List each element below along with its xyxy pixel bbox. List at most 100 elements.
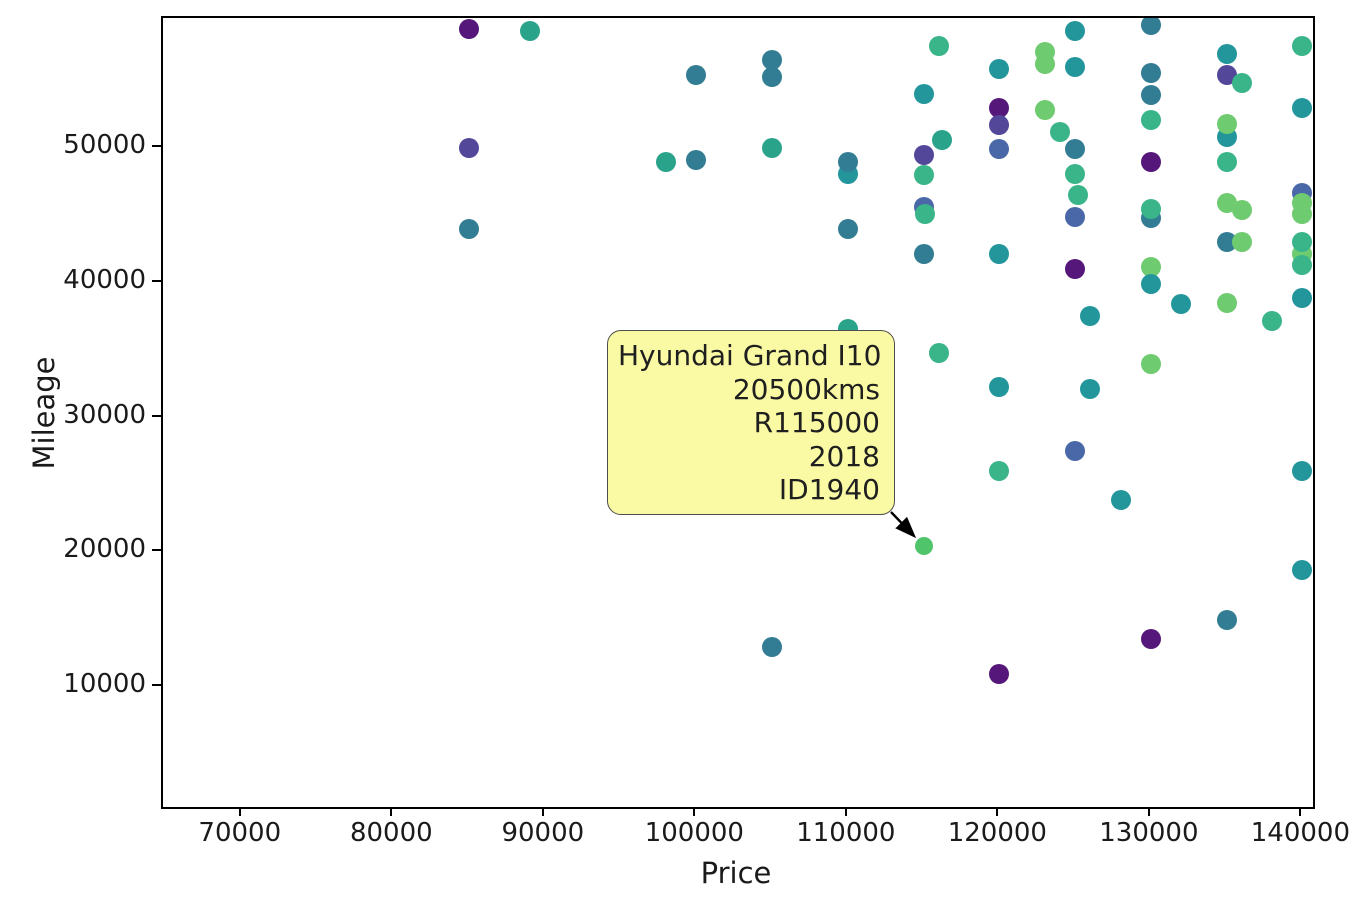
scatter-point[interactable]: [459, 138, 480, 159]
scatter-point[interactable]: [1171, 294, 1192, 315]
y-tick-label: 10000: [63, 669, 146, 700]
scatter-point[interactable]: [1216, 113, 1237, 134]
scatter-point[interactable]: [1292, 204, 1313, 225]
scatter-point[interactable]: [1065, 139, 1086, 160]
scatter-point[interactable]: [1292, 287, 1313, 308]
x-tick-label: 90000: [501, 818, 585, 848]
y-tick-label: 50000: [63, 130, 146, 161]
scatter-point[interactable]: [989, 139, 1010, 160]
scatter-point[interactable]: [1231, 232, 1252, 253]
scatter-point[interactable]: [762, 636, 783, 657]
scatter-point[interactable]: [762, 50, 783, 71]
x-tick-label: 80000: [349, 818, 433, 848]
scatter-point[interactable]: [1049, 121, 1070, 142]
scatter-point[interactable]: [459, 218, 480, 239]
scatter-point[interactable]: [1231, 200, 1252, 221]
scatter-point[interactable]: [989, 663, 1010, 684]
scatter-point[interactable]: [989, 58, 1010, 79]
scatter-point[interactable]: [1292, 461, 1313, 482]
y-tick-label: 20000: [63, 534, 146, 565]
scatter-point[interactable]: [989, 244, 1010, 265]
scatter-point[interactable]: [915, 204, 936, 225]
scatter-point[interactable]: [837, 218, 858, 239]
scatter-point[interactable]: [1216, 609, 1237, 630]
scatter-point[interactable]: [1065, 163, 1086, 184]
scatter-point[interactable]: [1080, 306, 1101, 327]
scatter-point[interactable]: [1065, 259, 1086, 280]
y-tick-label: 30000: [63, 399, 146, 430]
x-tick-mark: [541, 807, 544, 816]
x-tick-mark: [693, 807, 696, 816]
scatter-point[interactable]: [1216, 232, 1237, 253]
scatter-point[interactable]: [1292, 255, 1313, 276]
scatter-point[interactable]: [914, 536, 933, 555]
scatter-point[interactable]: [1140, 256, 1161, 277]
scatter-point[interactable]: [1292, 232, 1313, 253]
x-axis-label: Price: [700, 856, 772, 890]
scatter-point[interactable]: [989, 376, 1010, 397]
scatter-point[interactable]: [913, 84, 934, 105]
scatter-point[interactable]: [1065, 57, 1086, 78]
scatter-point[interactable]: [913, 164, 934, 185]
scatter-point[interactable]: [1140, 628, 1161, 649]
y-tick-mark: [152, 414, 161, 417]
scatter-point[interactable]: [928, 342, 949, 363]
scatter-point[interactable]: [1292, 559, 1313, 580]
scatter-point[interactable]: [931, 129, 952, 150]
annotation-tooltip: Hyundai Grand I10 20500kms R115000 2018 …: [607, 330, 895, 515]
scatter-point[interactable]: [656, 151, 677, 172]
y-tick-mark: [152, 684, 161, 687]
scatter-point[interactable]: [762, 138, 783, 159]
annotation-id: ID1940: [778, 473, 880, 506]
scatter-point[interactable]: [519, 20, 540, 41]
y-tick-label: 40000: [63, 264, 146, 295]
scatter-point[interactable]: [1110, 489, 1131, 510]
scatter-point[interactable]: [1140, 85, 1161, 106]
scatter-point[interactable]: [1140, 198, 1161, 219]
scatter-point[interactable]: [1140, 109, 1161, 130]
scatter-point[interactable]: [1140, 274, 1161, 295]
scatter-point[interactable]: [1216, 43, 1237, 64]
scatter-point[interactable]: [1065, 20, 1086, 41]
x-tick-label: 140000: [1250, 818, 1351, 848]
scatter-point[interactable]: [686, 150, 707, 171]
y-tick-mark: [152, 145, 161, 148]
scatter-point[interactable]: [1140, 151, 1161, 172]
scatter-point[interactable]: [1231, 73, 1252, 94]
scatter-point[interactable]: [686, 65, 707, 86]
scatter-point[interactable]: [989, 115, 1010, 136]
y-tick-mark: [152, 279, 161, 282]
y-tick-mark: [152, 549, 161, 552]
scatter-point[interactable]: [1140, 18, 1161, 36]
scatter-point[interactable]: [1034, 100, 1055, 121]
annotation-price: R115000: [753, 406, 880, 439]
scatter-point[interactable]: [762, 66, 783, 87]
scatter-point[interactable]: [1216, 151, 1237, 172]
x-tick-mark: [390, 807, 393, 816]
scatter-point[interactable]: [1068, 185, 1089, 206]
annotation-year: 2018: [808, 439, 880, 473]
scatter-point[interactable]: [913, 144, 934, 165]
scatter-point[interactable]: [1034, 54, 1055, 75]
scatter-point[interactable]: [1292, 97, 1313, 118]
scatter-point[interactable]: [1262, 310, 1283, 331]
x-tick-mark: [1299, 807, 1302, 816]
scatter-point[interactable]: [1216, 65, 1237, 86]
y-axis-label: Mileage: [27, 356, 61, 470]
scatter-point[interactable]: [1292, 35, 1313, 56]
scatter-point[interactable]: [1216, 193, 1237, 214]
scatter-point[interactable]: [1140, 62, 1161, 83]
scatter-point[interactable]: [1216, 293, 1237, 313]
scatter-point[interactable]: [989, 97, 1010, 118]
scatter-point[interactable]: [459, 19, 480, 40]
scatter-point[interactable]: [1140, 353, 1161, 374]
scatter-point[interactable]: [989, 461, 1010, 482]
scatter-point[interactable]: [1065, 441, 1086, 462]
scatter-point[interactable]: [913, 244, 934, 265]
scatter-point[interactable]: [837, 151, 858, 172]
scatter-point[interactable]: [928, 35, 949, 56]
annotation-model: Hyundai Grand I10: [618, 339, 882, 372]
scatter-point[interactable]: [1065, 206, 1086, 227]
scatter-point[interactable]: [1080, 379, 1101, 400]
